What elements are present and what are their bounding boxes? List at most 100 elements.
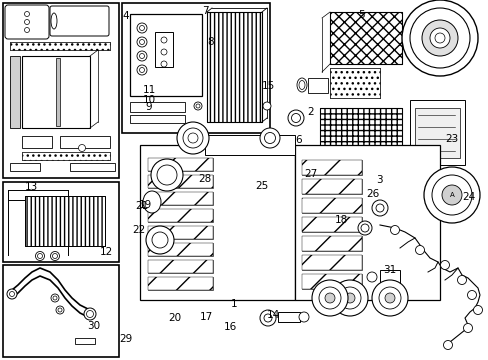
Circle shape [463,324,471,333]
Circle shape [345,293,354,303]
Bar [148,277,213,290]
Bar [148,260,213,273]
Circle shape [423,167,479,223]
Circle shape [384,293,394,303]
Circle shape [139,68,144,72]
Bar [148,192,213,205]
Text: 22: 22 [132,225,146,235]
Bar [3,3,119,178]
Bar [379,270,399,284]
Bar [22,56,90,128]
Text: 2: 2 [306,107,313,117]
Bar [319,172,394,217]
Circle shape [472,306,482,315]
Bar [302,255,361,270]
Bar [22,152,110,160]
Ellipse shape [51,13,57,29]
Circle shape [287,110,304,126]
Circle shape [263,102,270,110]
Text: 11: 11 [142,85,156,95]
Bar [302,160,361,175]
Circle shape [196,104,200,108]
Circle shape [409,8,469,68]
FancyBboxPatch shape [5,5,49,39]
Ellipse shape [298,81,305,90]
Text: 5: 5 [358,10,365,20]
Circle shape [325,293,334,303]
Circle shape [441,185,461,205]
Circle shape [36,252,44,261]
Bar [56,58,60,126]
Bar [148,209,213,222]
Text: 27: 27 [303,168,317,179]
Circle shape [371,200,387,216]
Bar [8,190,68,200]
Bar [319,172,394,217]
Bar [319,108,401,166]
Bar [130,14,202,96]
Text: 1: 1 [230,299,237,309]
Circle shape [260,128,280,148]
Circle shape [79,144,85,152]
Circle shape [331,280,367,316]
Bar [140,145,294,300]
Circle shape [161,61,167,67]
Circle shape [137,37,147,47]
Circle shape [86,310,93,318]
Text: 19: 19 [139,200,152,210]
Text: 29: 29 [119,334,133,344]
Circle shape [467,291,475,300]
Text: 10: 10 [142,95,155,105]
Bar [307,78,327,93]
Bar [302,274,361,289]
Text: 21: 21 [135,201,148,211]
Text: 28: 28 [197,174,211,184]
Bar [329,68,379,98]
Bar [148,260,213,273]
Circle shape [298,312,308,322]
Bar [319,108,401,166]
Bar [302,236,361,251]
Text: 25: 25 [254,181,268,192]
Bar [206,12,262,122]
Bar [148,277,213,290]
Circle shape [443,341,451,350]
Circle shape [431,175,471,215]
Bar [302,274,361,289]
Text: 15: 15 [261,81,274,91]
Bar [148,192,213,205]
Circle shape [139,26,144,31]
Bar [148,243,213,256]
Circle shape [58,308,62,312]
Circle shape [429,28,449,48]
Bar [148,158,213,171]
Circle shape [390,225,399,234]
Circle shape [264,314,271,322]
Bar [22,136,52,148]
Circle shape [139,40,144,45]
Bar [122,3,269,133]
FancyBboxPatch shape [50,6,109,36]
Circle shape [56,306,64,314]
Bar [204,135,294,155]
Bar [22,152,110,160]
Circle shape [24,27,29,32]
Bar [25,196,105,246]
Text: 16: 16 [224,322,237,332]
Circle shape [177,122,208,154]
Circle shape [375,204,383,212]
Bar [25,196,105,246]
Bar [3,265,119,357]
Bar [10,56,20,128]
Bar [130,115,184,123]
Bar [10,42,110,50]
Circle shape [52,253,58,258]
Bar [278,312,299,322]
Text: 23: 23 [445,134,458,144]
Bar [409,100,464,165]
Text: 4: 4 [122,11,129,21]
Circle shape [338,287,360,309]
Text: 14: 14 [266,310,280,320]
Text: 26: 26 [365,189,379,199]
Bar [302,179,361,194]
